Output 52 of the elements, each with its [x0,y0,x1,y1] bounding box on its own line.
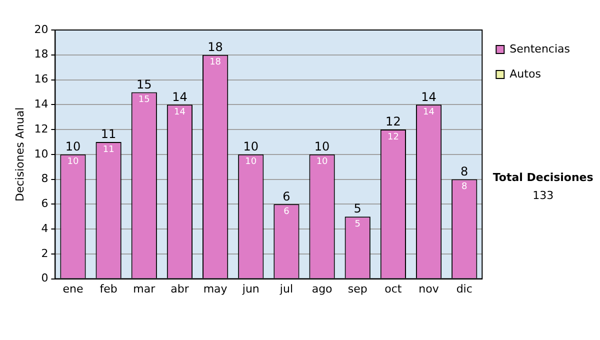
total-label: 14 [421,90,436,104]
x-tick-label: sep [348,282,368,296]
text: Total Decisiones [492,170,594,184]
data-label: 14 [174,107,186,118]
y-tick-label: 6 [41,197,48,210]
x-tick-label: jul [278,282,294,296]
y-tick-label: 0 [41,272,48,285]
data-label: 8 [461,182,468,192]
y-tick-label: 4 [41,222,48,235]
x-tick-label: feb [100,282,118,296]
data-label: 15 [138,95,150,106]
y-tick-label: 8 [41,172,48,186]
data-label: 10 [67,157,79,168]
total-label: 12 [386,114,401,129]
y-axis-title: Decisiones Anual [13,107,26,202]
data-label: 11 [102,144,114,155]
x-tick-label: may [203,282,228,296]
y-tick-label: 14 [34,98,48,110]
data-label: 6 [284,207,290,218]
x-tick-label: nov [418,282,440,296]
data-label: 14 [423,107,435,118]
total-label: 6 [282,189,290,204]
text: 133 [532,188,554,202]
x-tick-label: ene [62,282,84,296]
y-tick-label: 10 [34,147,48,160]
total-label: 5 [354,202,362,216]
total-label: 18 [208,40,223,54]
data-label: 10 [316,157,328,168]
y-tick-label: 20 [34,22,48,36]
total-label: 11 [100,127,116,142]
data-label: 5 [354,219,360,230]
x-tick-label: mar [133,282,156,296]
data-label: 18 [210,58,222,68]
data-label: 10 [245,157,257,168]
total-label: 10 [65,140,81,154]
total-label: 10 [243,140,259,154]
legend-label: Sentencias [510,42,570,56]
total-label: 14 [172,90,188,104]
y-tick-label: 12 [34,122,48,136]
x-tick-label: dic [456,282,472,296]
x-tick-label: abr [170,282,190,296]
legend-label: Autos [510,67,542,80]
y-tick-label: 18 [34,48,48,61]
x-tick-label: jun [241,282,260,296]
total-label: 10 [314,140,330,154]
x-tick-label: oct [384,282,402,296]
total-label: 8 [460,164,468,178]
data-label: 12 [387,132,399,142]
total-label: 15 [136,77,152,92]
y-tick-label: 16 [34,72,48,86]
x-tick-label: ago [312,282,333,296]
y-tick-label: 2 [41,246,48,260]
